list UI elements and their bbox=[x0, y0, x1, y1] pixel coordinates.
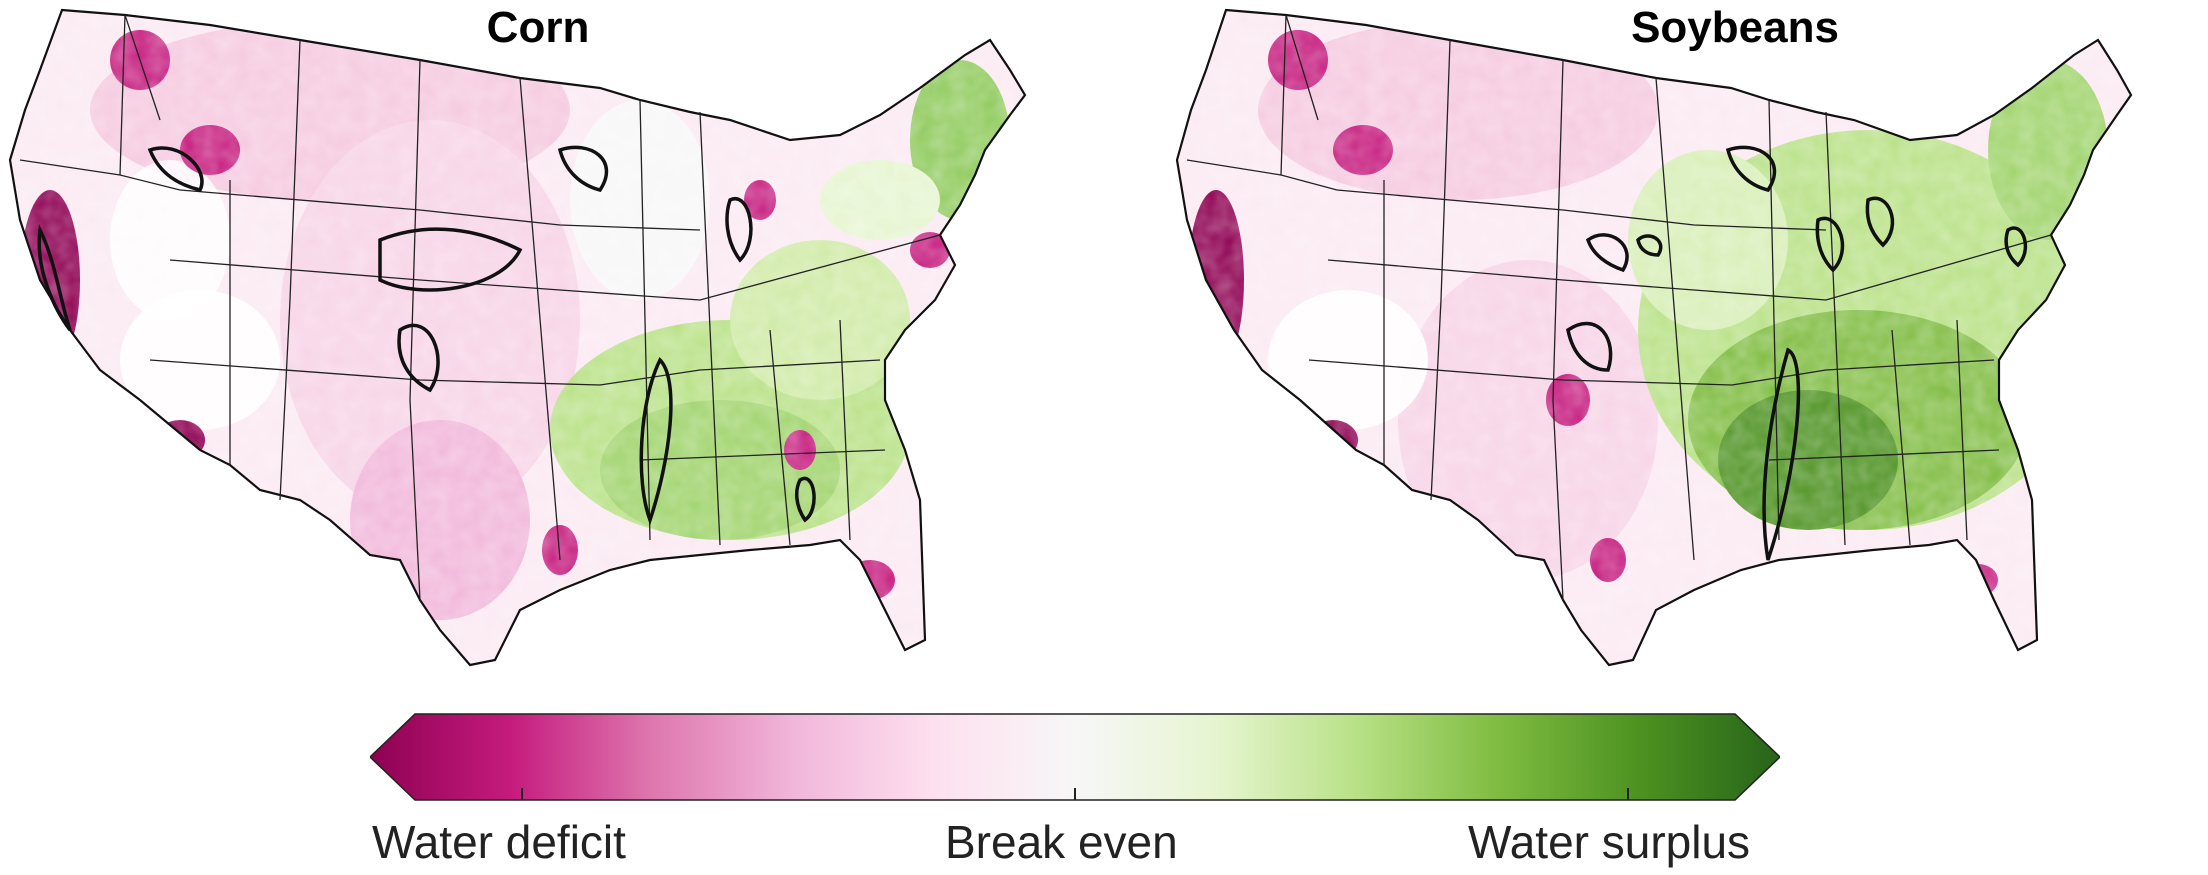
soybeans-region-outlines bbox=[1566, 145, 2028, 561]
legend-label-water-surplus: Water surplus bbox=[1468, 816, 1751, 868]
corn-state-borders bbox=[19, 14, 941, 601]
soybeans-map bbox=[1175, 8, 2133, 667]
soybeans-state-borders bbox=[1186, 14, 2052, 601]
soybeans-map-title: Soybeans bbox=[1631, 3, 1839, 52]
corn-region-outlines bbox=[37, 145, 816, 526]
soybeans-us-outline bbox=[1175, 8, 2133, 667]
corn-map-title: Corn bbox=[486, 3, 590, 52]
soybeans-data-layer bbox=[1177, 10, 2131, 665]
corn-map bbox=[8, 8, 1027, 667]
legend-label-break-even: Break even bbox=[945, 816, 1178, 868]
colorbar-gradient bbox=[370, 713, 1780, 801]
colorbar bbox=[370, 713, 1780, 801]
corn-us-outline bbox=[8, 8, 1027, 667]
legend-label-water-deficit: Water deficit bbox=[372, 816, 626, 868]
corn-data-layer bbox=[10, 10, 1025, 665]
